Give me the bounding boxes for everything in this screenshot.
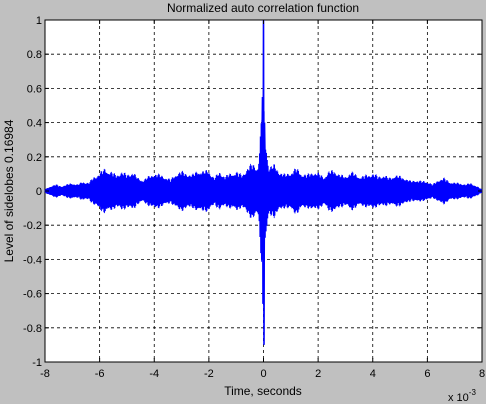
y-axis-label: Level of sidelobes 0.16984 — [2, 119, 16, 262]
x-multiplier: x 10-3 — [448, 388, 476, 404]
y-tick-label: -0.2 — [23, 220, 42, 232]
chart-title: Normalized auto correlation function — [167, 1, 359, 15]
x-tick-label: -8 — [40, 368, 50, 380]
y-tick-label: -0.6 — [23, 289, 42, 301]
x-tick-label: 4 — [370, 368, 376, 380]
x-tick-label: 8 — [479, 368, 485, 380]
y-tick-label: 0.8 — [27, 49, 42, 61]
x-tick-label: 0 — [260, 368, 266, 380]
y-tick-label: 1 — [36, 15, 42, 27]
y-tick-label: 0.6 — [27, 83, 42, 95]
x-axis-label: Time, seconds — [224, 384, 302, 398]
x-tick-label: -4 — [149, 368, 159, 380]
y-tick-label: -1 — [32, 357, 42, 369]
x-tick-label: -2 — [204, 368, 214, 380]
x-multiplier-exponent: -3 — [469, 388, 477, 397]
x-tick-label: -6 — [95, 368, 105, 380]
y-tick-label: 0 — [36, 186, 42, 198]
x-tick-label: 2 — [315, 368, 321, 380]
y-tick-label: -0.4 — [23, 254, 42, 266]
x-multiplier-base: x 10 — [448, 392, 469, 404]
ticks: -8 -6 -4 -2 0 2 4 6 8 1 0.8 0.6 0.4 0.2 0 -0.2 -0.4 -0.6 -… — [23, 15, 485, 380]
y-tick-label: 0.4 — [27, 118, 42, 130]
y-tick-label: -0.8 — [23, 323, 42, 335]
y-tick-label: 0.2 — [27, 152, 42, 164]
x-tick-label: 6 — [424, 368, 430, 380]
